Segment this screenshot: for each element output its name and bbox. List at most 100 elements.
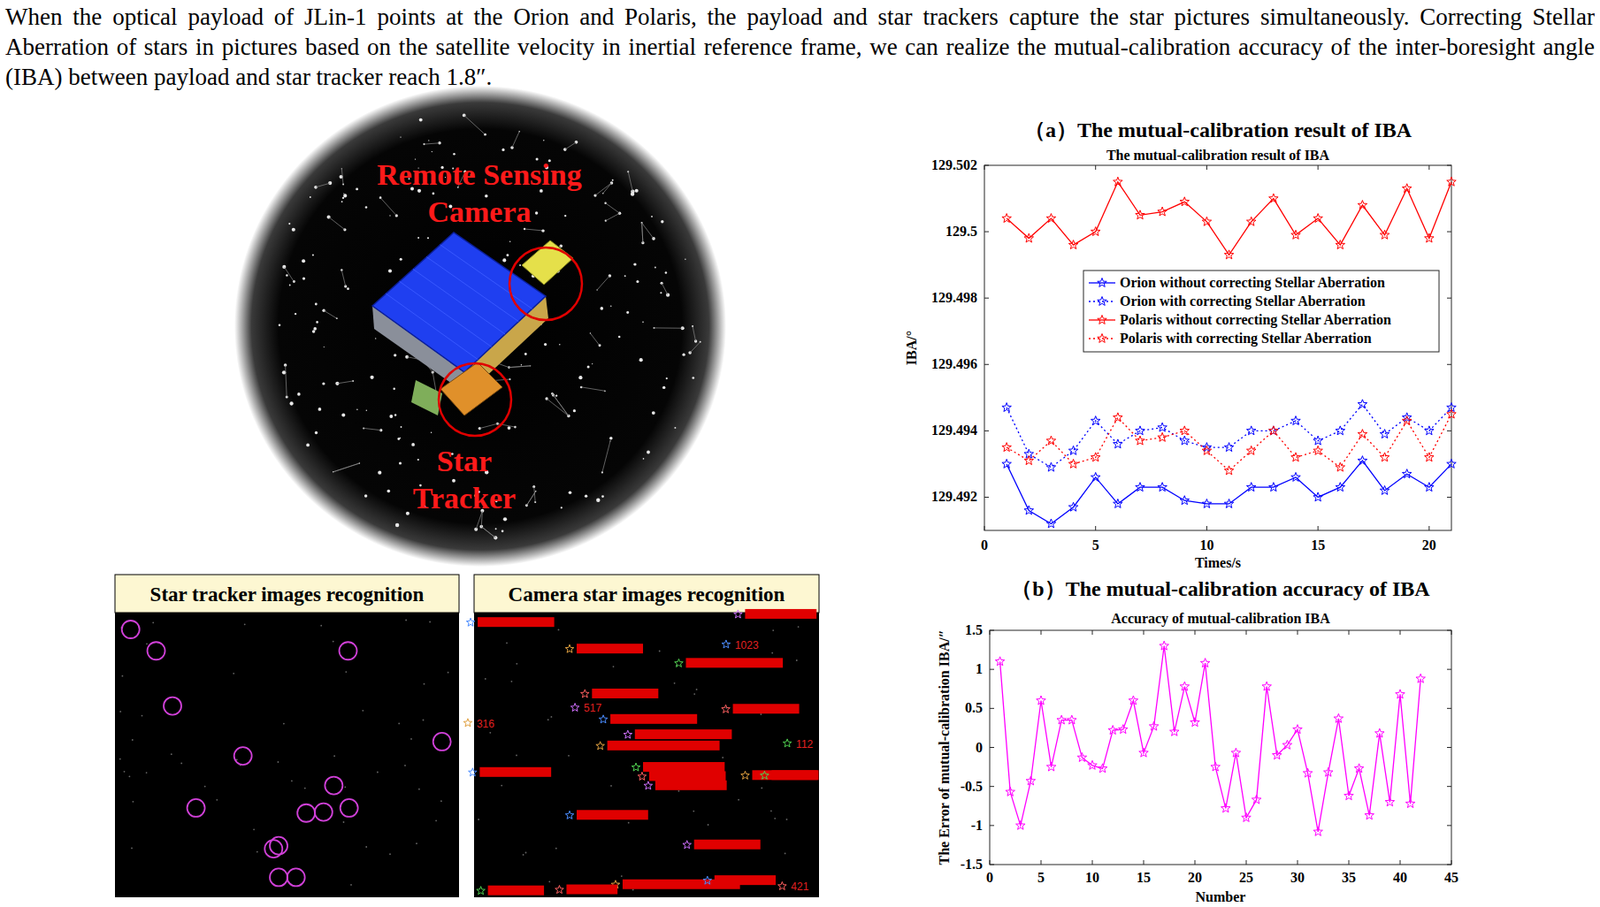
constellation-line	[605, 213, 621, 221]
satellite-panel-line	[385, 293, 478, 360]
faint-star	[333, 755, 336, 758]
satellite-body	[372, 232, 546, 373]
sky-star	[596, 498, 600, 503]
sky-star	[610, 305, 612, 307]
data-point	[1395, 689, 1405, 699]
sky-star	[660, 220, 664, 223]
faint-star	[332, 641, 335, 644]
data-point	[1148, 721, 1158, 731]
data-point	[1401, 469, 1411, 479]
sky-star	[417, 237, 420, 239]
faint-star	[145, 772, 148, 774]
camera-star-id-bar	[610, 714, 697, 725]
faint-star	[678, 790, 681, 793]
faint-star	[131, 739, 134, 742]
sky-star	[315, 321, 319, 324]
satellite-part	[411, 380, 443, 416]
data-point	[1046, 762, 1056, 772]
sky-star	[399, 136, 401, 138]
faint-star	[693, 693, 696, 696]
satellite-panel-line	[440, 244, 533, 310]
data-point	[1335, 240, 1345, 250]
legend-box	[1083, 270, 1440, 353]
data-point	[1291, 416, 1301, 426]
constellation-line	[323, 310, 337, 319]
data-point	[1068, 502, 1078, 512]
constellation-line	[341, 168, 344, 185]
constellation-line	[464, 114, 486, 135]
sky-star	[635, 189, 639, 193]
faint-star	[692, 811, 695, 813]
x-tick	[1246, 860, 1248, 866]
data-point	[1068, 445, 1078, 455]
y-tick-label: 129.5	[945, 223, 978, 239]
y-tick-label: 129.494	[931, 422, 978, 438]
constellation-line	[603, 183, 613, 194]
sky-star	[635, 280, 639, 284]
sky-star	[543, 139, 544, 141]
x-tick	[1041, 860, 1042, 866]
sky-star	[313, 327, 317, 331]
y-tick-label: 0	[975, 740, 983, 756]
constellation-line	[285, 365, 288, 398]
sky-star	[405, 512, 410, 516]
x-tick	[1317, 526, 1319, 531]
plot-area	[984, 165, 1452, 531]
faint-star	[771, 652, 774, 655]
data-point	[1046, 519, 1056, 529]
highlight-circle	[509, 247, 582, 321]
x-tick-label: 5	[1092, 537, 1100, 553]
x-axis-label: Number	[1195, 889, 1247, 905]
data-point	[1424, 482, 1434, 492]
sky-star	[400, 426, 403, 429]
data-point	[1302, 768, 1312, 778]
recognized-star	[433, 733, 452, 751]
camera-star-marker	[682, 841, 692, 850]
data-point	[1157, 206, 1167, 216]
data-point	[1113, 176, 1123, 186]
image-title: Star tracker images recognition	[150, 583, 425, 606]
sky-star	[604, 220, 607, 223]
x-tick	[1400, 630, 1401, 636]
faint-star	[344, 786, 346, 789]
sky-star	[505, 253, 509, 257]
sky-star	[341, 200, 344, 203]
legend: Orion without correcting Stellar Aberrat…	[1083, 270, 1440, 353]
x-tick-label: 25	[1239, 870, 1254, 886]
sky-star	[430, 431, 432, 433]
faint-star	[760, 788, 763, 790]
x-tick	[1348, 630, 1350, 636]
data-point	[1416, 673, 1425, 683]
data-point	[1157, 432, 1167, 442]
sky-star	[519, 264, 521, 267]
x-tick	[1297, 630, 1299, 636]
y-tick	[1446, 669, 1452, 671]
faint-star	[558, 629, 560, 632]
data-point	[1335, 462, 1345, 472]
chart-title: Accuracy of mutual-calibration IBA	[1110, 611, 1331, 628]
data-point	[1224, 498, 1233, 508]
data-point	[1002, 403, 1011, 413]
camera-star-id-bar	[576, 643, 644, 654]
faint-star	[515, 663, 518, 666]
faint-star	[658, 650, 661, 653]
data-point	[1108, 726, 1118, 735]
faint-star	[130, 848, 133, 850]
faint-star	[152, 621, 154, 624]
data-point	[1335, 426, 1345, 436]
sky-star	[294, 313, 297, 315]
faint-star	[796, 659, 798, 662]
faint-star	[737, 799, 740, 802]
sky-star	[643, 458, 645, 460]
data-point	[1201, 445, 1211, 455]
data-point	[1005, 787, 1015, 797]
data-point	[1201, 498, 1211, 508]
data-point	[1379, 429, 1389, 439]
faint-star	[627, 822, 630, 825]
sky-star	[501, 529, 505, 533]
sky-star	[646, 451, 651, 455]
constellation-line	[481, 527, 496, 539]
x-tick	[1206, 526, 1208, 531]
data-point	[1291, 452, 1301, 462]
data-point	[1159, 641, 1169, 651]
